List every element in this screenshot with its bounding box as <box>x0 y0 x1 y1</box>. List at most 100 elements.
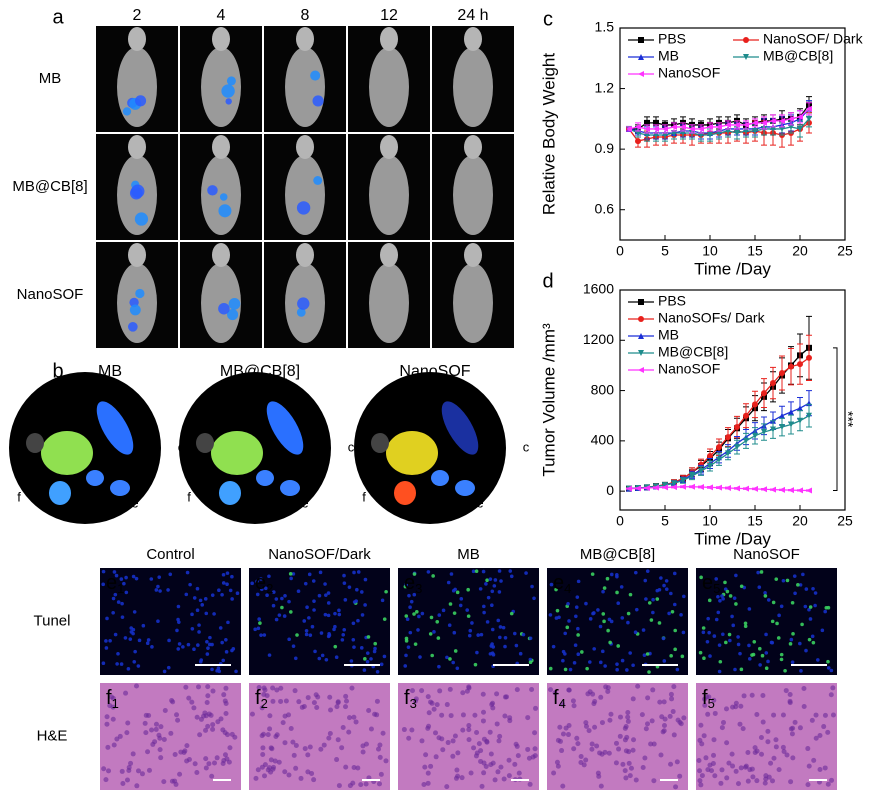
cell <box>493 578 498 582</box>
tile-letter: e <box>702 572 713 594</box>
x-tick-label: 0 <box>616 243 624 259</box>
marker <box>671 123 677 130</box>
mouse-body <box>201 47 241 127</box>
tile-subscript: 4 <box>564 581 571 596</box>
cell-nucleus <box>697 768 703 774</box>
cell-nucleus <box>445 740 451 746</box>
cell <box>466 614 471 618</box>
cell-nucleus <box>677 773 683 779</box>
cell-nucleus <box>507 715 513 721</box>
cell-nucleus <box>737 721 743 727</box>
marker <box>671 484 677 491</box>
cell-nucleus <box>374 698 380 704</box>
cell <box>804 587 809 591</box>
cell <box>601 589 605 594</box>
cell-nucleus <box>481 760 487 766</box>
fluorescence <box>219 193 228 201</box>
cell-nucleus <box>624 734 630 740</box>
cell <box>108 638 112 643</box>
cell <box>448 602 453 606</box>
marker <box>752 485 758 492</box>
fluorescence <box>135 288 145 299</box>
cell-nucleus <box>813 712 819 718</box>
cell-nucleus <box>358 782 364 788</box>
tile-letter: f <box>106 687 112 709</box>
cell-nucleus <box>134 783 140 789</box>
cell-nucleus <box>343 704 349 710</box>
cell <box>796 583 800 587</box>
time-label: 4 <box>217 7 226 24</box>
tile-letter: e <box>553 572 564 594</box>
cell-nucleus <box>627 773 633 779</box>
cell-nucleus <box>478 748 484 754</box>
cell <box>445 655 449 660</box>
marker <box>680 129 686 136</box>
cell-nucleus <box>276 759 282 765</box>
cell <box>195 586 200 591</box>
marker <box>653 119 659 126</box>
cell <box>752 639 757 644</box>
cell-nucleus <box>599 720 605 726</box>
mouse-body <box>117 47 157 127</box>
cell-nucleus <box>146 713 152 719</box>
cell <box>128 637 133 641</box>
tile-subscript: 1 <box>117 581 124 596</box>
mouse-body <box>369 263 409 343</box>
cell-nucleus <box>705 711 711 717</box>
cell <box>119 577 124 581</box>
cell-nucleus <box>607 717 613 723</box>
cell <box>763 591 767 595</box>
cell <box>776 636 781 640</box>
cell-nucleus <box>759 751 765 757</box>
cell-nucleus <box>555 737 561 743</box>
marker <box>707 123 713 130</box>
cell-nucleus <box>830 685 836 691</box>
marker <box>662 484 668 491</box>
cell <box>717 669 722 674</box>
mouse-head <box>296 243 314 267</box>
cell <box>625 668 629 672</box>
cell <box>680 654 685 659</box>
cell-nucleus <box>644 721 650 727</box>
cell <box>826 659 830 664</box>
cell <box>323 612 328 617</box>
cell <box>452 611 457 615</box>
cell-nucleus <box>762 780 768 786</box>
cell <box>803 604 808 609</box>
cell <box>101 569 106 574</box>
cell <box>313 649 317 654</box>
cell <box>259 577 263 581</box>
cell <box>428 632 433 636</box>
cell-nucleus <box>419 738 425 744</box>
y-tick-label: 1.5 <box>595 19 615 35</box>
cell <box>528 657 533 662</box>
cell <box>204 611 209 616</box>
cell <box>114 573 119 578</box>
cell <box>288 572 293 576</box>
legend-label: MB@CB[8] <box>763 48 833 64</box>
cell-nucleus <box>481 736 487 742</box>
cell-nucleus <box>723 706 729 712</box>
mouse-head <box>380 243 398 267</box>
cell-nucleus <box>318 746 324 752</box>
cell-nucleus <box>201 713 207 719</box>
cell <box>220 640 224 645</box>
cell <box>503 644 507 649</box>
marker <box>770 380 776 387</box>
cell-nucleus <box>667 713 673 719</box>
cell <box>372 649 377 654</box>
organ-label: f <box>362 489 366 504</box>
cell <box>255 592 260 597</box>
marker <box>662 125 668 132</box>
cell <box>732 596 737 600</box>
cell <box>303 581 308 586</box>
cell <box>196 643 200 647</box>
cell <box>592 611 596 615</box>
cell <box>408 630 413 635</box>
cell <box>413 642 418 646</box>
cell-nucleus <box>525 746 531 752</box>
organ-label: f <box>17 489 21 504</box>
legend-marker <box>638 350 644 356</box>
cell-nucleus <box>515 753 521 759</box>
cell <box>340 638 345 642</box>
